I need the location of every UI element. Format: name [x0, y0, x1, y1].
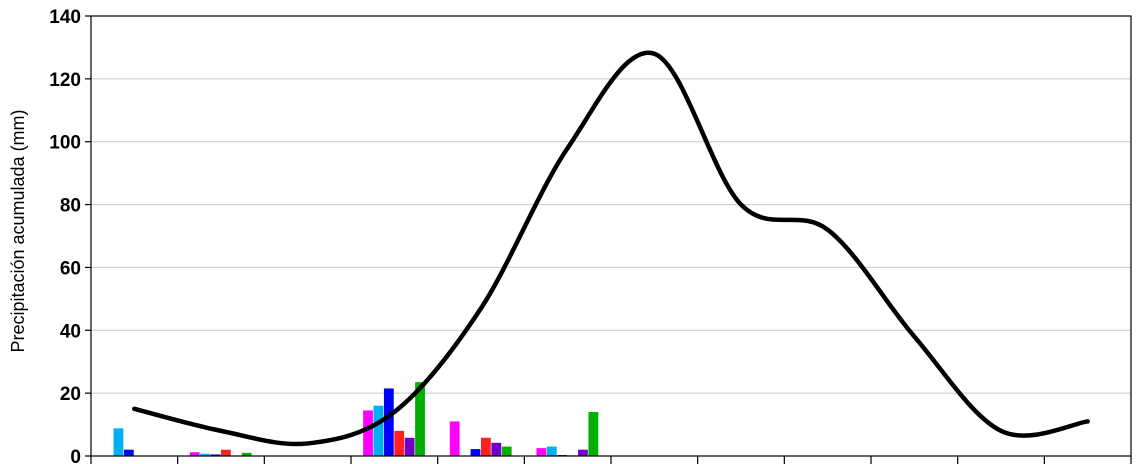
- bar-series-6-cat-2: [241, 452, 252, 456]
- line-point-2: [219, 429, 223, 433]
- bar-series-1-cat-5: [449, 421, 460, 456]
- bar-series-2-cat-6: [546, 446, 557, 456]
- bar-series-2-cat-4: [373, 405, 384, 456]
- line-point-8: [739, 202, 743, 206]
- precipitation-line: [132, 50, 1090, 447]
- bar-series-2-cat-2: [200, 453, 210, 456]
- bar-series-6-cat-4: [415, 382, 425, 456]
- line-point-10: [912, 334, 916, 338]
- line-point-4: [392, 410, 396, 414]
- bar-series-4-cat-5: [481, 437, 491, 456]
- line-point-9: [825, 228, 829, 232]
- bar-series-2-cat-1: [113, 428, 124, 456]
- bar-series-3-cat-5: [470, 449, 481, 456]
- bar-series-4-cat-4: [394, 430, 405, 456]
- bar-series-1-cat-2: [189, 452, 200, 456]
- bar-series-5-cat-6: [578, 449, 588, 456]
- line-point-1: [132, 407, 136, 411]
- line-point-11: [999, 429, 1003, 433]
- y-tick-label: 20: [60, 384, 81, 405]
- bar-series-1-cat-6: [536, 448, 547, 456]
- line-point-12: [1085, 419, 1089, 423]
- y-tick-label: 140: [49, 7, 81, 28]
- bar-series-3-cat-4: [383, 388, 394, 456]
- y-tick-label: 80: [60, 196, 81, 217]
- bar-series-1-cat-4: [363, 410, 373, 456]
- bar-series-3-cat-1: [123, 449, 134, 456]
- bar-series-5-cat-4: [404, 437, 415, 456]
- y-tick-label: 40: [60, 321, 81, 342]
- bar-series-3-cat-2: [210, 454, 221, 456]
- line-point-5: [479, 306, 483, 310]
- bar-series-6-cat-5: [501, 446, 512, 456]
- line-point-7: [652, 52, 656, 56]
- line-point-3: [305, 441, 309, 445]
- bar-series-5-cat-5: [491, 442, 502, 456]
- bar-series-4-cat-2: [221, 449, 231, 456]
- y-tick-label: 60: [60, 258, 81, 279]
- bar-series-6-cat-6: [588, 412, 599, 456]
- y-axis-title: Precipitación acumulada (mm): [8, 109, 28, 352]
- y-tick-label: 0: [70, 447, 81, 464]
- line-point-6: [565, 146, 569, 150]
- y-tick-label: 100: [49, 133, 81, 154]
- y-tick-label: 120: [49, 70, 81, 91]
